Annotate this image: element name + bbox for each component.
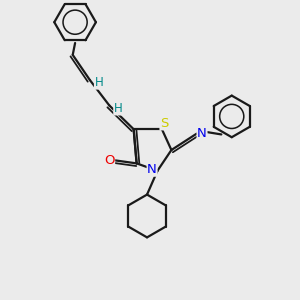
Text: H: H — [94, 76, 103, 89]
Text: S: S — [160, 117, 169, 130]
Text: N: N — [147, 163, 157, 176]
Text: H: H — [114, 102, 123, 115]
Text: N: N — [197, 127, 207, 140]
Text: O: O — [104, 154, 115, 167]
